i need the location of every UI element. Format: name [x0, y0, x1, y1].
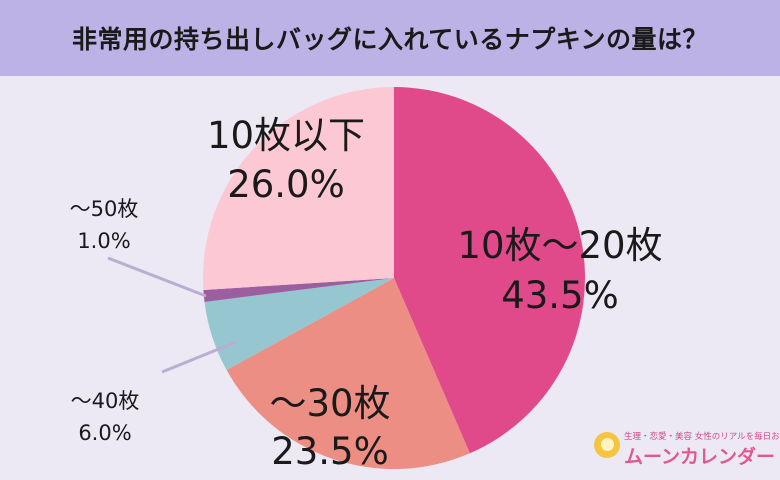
- chart-title: 非常用の持ち出しバッグに入れているナプキンの量は？: [71, 25, 708, 54]
- slice-value-2: 6.0%: [78, 421, 131, 445]
- slice-4: [203, 87, 394, 290]
- slice-label-0: 10枚〜20枚: [457, 224, 662, 267]
- slice-value-1: 23.5%: [271, 430, 389, 473]
- slice-3: [203, 278, 394, 302]
- slice-value-3: 1.0%: [77, 229, 130, 253]
- brand-logo: 生理・恋愛・美容 女性のリアルを毎日お届け♪ ムーンカレンダー: [594, 430, 780, 474]
- moon-icon: [594, 432, 620, 458]
- slice-1: [226, 278, 470, 469]
- slice-2: [204, 278, 394, 371]
- slice-value-0: 43.5%: [501, 274, 619, 317]
- title-bar: 非常用の持ち出しバッグに入れているナプキンの量は？: [0, 0, 780, 76]
- slice-label-3: 〜50枚: [70, 197, 139, 221]
- slice-0: [394, 87, 586, 454]
- leader-line-2: [161, 340, 237, 374]
- logo-name: ムーンカレンダー: [624, 446, 776, 468]
- slice-label-1: 〜30枚: [269, 382, 390, 425]
- leader-line-3: [107, 256, 207, 298]
- logo-tagline: 生理・恋愛・美容 女性のリアルを毎日お届け♪: [624, 432, 780, 442]
- slice-label-2: 〜40枚: [71, 389, 140, 413]
- slice-label-4: 10枚以下: [207, 114, 365, 157]
- slice-value-4: 26.0%: [227, 163, 345, 206]
